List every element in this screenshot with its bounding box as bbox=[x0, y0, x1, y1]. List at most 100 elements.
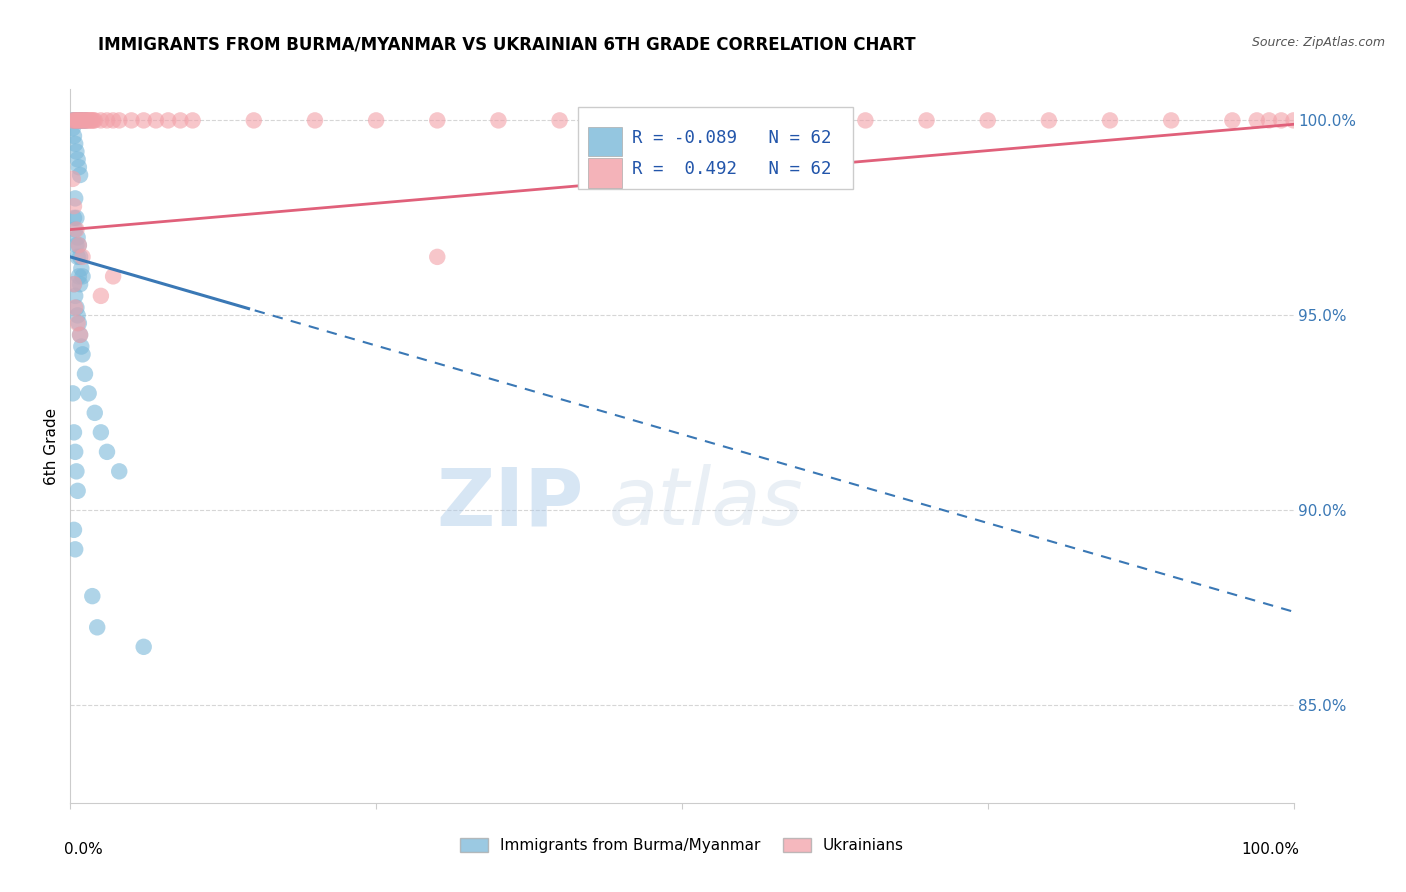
Point bbox=[82, 589, 104, 603]
Point bbox=[63, 277, 86, 292]
Point bbox=[70, 113, 93, 128]
Point bbox=[69, 277, 91, 292]
Text: 0.0%: 0.0% bbox=[65, 842, 103, 857]
Point bbox=[145, 113, 167, 128]
Point bbox=[96, 113, 118, 128]
Text: R =  0.492   N = 62: R = 0.492 N = 62 bbox=[631, 161, 831, 178]
Text: R = -0.089   N = 62: R = -0.089 N = 62 bbox=[631, 129, 831, 147]
Point bbox=[66, 113, 89, 128]
Point bbox=[72, 347, 94, 361]
Point bbox=[101, 269, 124, 284]
Point bbox=[90, 425, 112, 440]
Point bbox=[62, 121, 84, 136]
Point bbox=[157, 113, 180, 128]
Point bbox=[426, 113, 449, 128]
Point bbox=[63, 289, 86, 303]
Text: atlas: atlas bbox=[609, 464, 803, 542]
Point bbox=[70, 340, 93, 354]
Point bbox=[69, 250, 91, 264]
Point bbox=[77, 386, 100, 401]
Point bbox=[65, 113, 87, 128]
Point bbox=[63, 199, 86, 213]
Point bbox=[63, 113, 86, 128]
Text: ZIP: ZIP bbox=[437, 464, 583, 542]
Point bbox=[63, 113, 86, 128]
Point bbox=[63, 301, 86, 315]
Point bbox=[304, 113, 326, 128]
Point bbox=[70, 113, 93, 128]
Point bbox=[1099, 113, 1122, 128]
Point bbox=[65, 238, 87, 252]
Point bbox=[63, 445, 86, 459]
Point bbox=[63, 113, 86, 128]
Point bbox=[67, 113, 90, 128]
Point bbox=[108, 113, 131, 128]
Point bbox=[67, 238, 90, 252]
Point bbox=[72, 113, 94, 128]
Point bbox=[63, 222, 86, 236]
Point bbox=[69, 113, 91, 128]
Point bbox=[83, 406, 105, 420]
Point bbox=[72, 269, 94, 284]
Point bbox=[63, 211, 86, 225]
Point bbox=[90, 289, 112, 303]
Point bbox=[121, 113, 143, 128]
Text: IMMIGRANTS FROM BURMA/MYANMAR VS UKRAINIAN 6TH GRADE CORRELATION CHART: IMMIGRANTS FROM BURMA/MYANMAR VS UKRAINI… bbox=[98, 36, 917, 54]
Bar bbox=[588, 158, 621, 187]
Point bbox=[65, 222, 87, 236]
Point bbox=[69, 327, 91, 342]
Point bbox=[65, 113, 87, 128]
FancyBboxPatch shape bbox=[578, 107, 853, 189]
Point bbox=[73, 367, 96, 381]
Point bbox=[855, 113, 877, 128]
Point bbox=[82, 113, 104, 128]
Point bbox=[63, 523, 86, 537]
Point bbox=[426, 250, 449, 264]
Point bbox=[66, 113, 89, 128]
Point bbox=[67, 238, 90, 252]
Point bbox=[67, 316, 90, 330]
Point bbox=[793, 113, 815, 128]
Point bbox=[1258, 113, 1281, 128]
Point bbox=[67, 160, 90, 174]
Point bbox=[72, 250, 94, 264]
Point bbox=[90, 113, 112, 128]
Point bbox=[132, 640, 155, 654]
Point bbox=[72, 113, 94, 128]
Point bbox=[63, 425, 86, 440]
Text: 100.0%: 100.0% bbox=[1241, 842, 1299, 857]
Point bbox=[65, 301, 87, 315]
Point bbox=[63, 113, 86, 128]
Point bbox=[65, 113, 87, 128]
Point bbox=[62, 113, 84, 128]
Point bbox=[66, 113, 89, 128]
Point bbox=[63, 542, 86, 557]
Point bbox=[976, 113, 998, 128]
Point bbox=[63, 113, 86, 128]
Point bbox=[1270, 113, 1292, 128]
Point bbox=[63, 136, 86, 151]
Point bbox=[66, 250, 89, 264]
Point bbox=[73, 113, 96, 128]
Point bbox=[83, 113, 105, 128]
Point bbox=[1282, 113, 1305, 128]
Point bbox=[610, 113, 633, 128]
Point bbox=[1246, 113, 1268, 128]
Legend: Immigrants from Burma/Myanmar, Ukrainians: Immigrants from Burma/Myanmar, Ukrainian… bbox=[454, 832, 910, 859]
Point bbox=[671, 113, 693, 128]
Point bbox=[75, 113, 97, 128]
Point bbox=[66, 309, 89, 323]
Point bbox=[80, 113, 103, 128]
Point bbox=[67, 113, 90, 128]
Point bbox=[66, 483, 89, 498]
Point bbox=[1220, 113, 1243, 128]
Point bbox=[132, 113, 155, 128]
Point bbox=[63, 128, 86, 143]
Point bbox=[77, 113, 100, 128]
Point bbox=[63, 113, 86, 128]
Text: Source: ZipAtlas.com: Source: ZipAtlas.com bbox=[1251, 36, 1385, 49]
Point bbox=[65, 145, 87, 159]
Point bbox=[79, 113, 101, 128]
Point bbox=[548, 113, 571, 128]
Point bbox=[62, 113, 84, 128]
